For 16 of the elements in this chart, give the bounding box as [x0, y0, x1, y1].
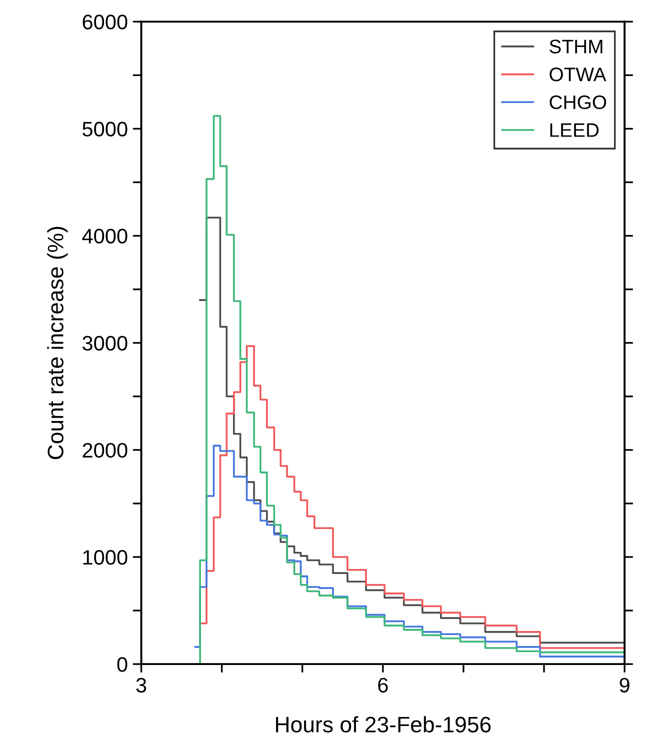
x-axis-title: Hours of 23-Feb-1956 — [276, 716, 491, 732]
legend-label: STHM — [550, 40, 602, 54]
x-tick-label: 9 — [620, 678, 630, 693]
y-tick-label: 6000 — [82, 14, 128, 30]
y-axis-title: Count rate increase (%) — [47, 226, 68, 460]
y-tick-label: 4000 — [82, 228, 128, 244]
y-tick-label: 1000 — [83, 550, 128, 565]
legend-label: CHGO — [550, 95, 606, 110]
y-tick-label: 2000 — [82, 442, 128, 458]
legend-label: LEED — [550, 123, 599, 137]
y-tick-label: 0 — [117, 657, 128, 672]
x-tick-label: 6 — [378, 678, 388, 693]
legend-label: OTWA — [550, 68, 606, 82]
y-tick-label: 5000 — [82, 122, 128, 136]
y-tick-label: 3000 — [82, 336, 128, 351]
x-tick-label: 3 — [136, 678, 146, 693]
